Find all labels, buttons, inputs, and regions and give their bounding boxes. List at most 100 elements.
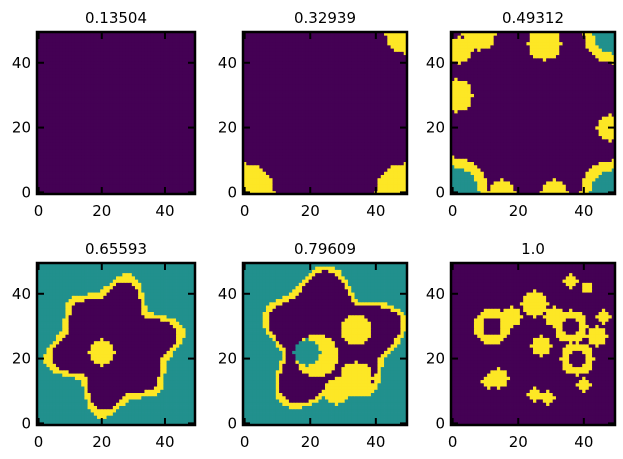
heatmap-cell [182, 125, 186, 130]
heatmap-cell [285, 145, 290, 150]
heatmap-cell [134, 158, 139, 162]
heatmap-cell [81, 168, 85, 172]
heatmap-cell [347, 35, 352, 39]
heatmap-cell [321, 44, 326, 49]
heatmap-cell [109, 48, 114, 52]
heatmap-cell [354, 119, 359, 124]
heatmap-cell [249, 151, 254, 156]
heatmap-cell [262, 119, 267, 124]
heatmap-cell [160, 177, 164, 182]
heatmap-cell [52, 64, 57, 69]
heatmap-cell [282, 106, 287, 111]
heatmap-cell [106, 151, 111, 156]
heatmap-cell [150, 35, 155, 39]
heatmap-cell [269, 74, 273, 78]
heatmap-cell [305, 96, 309, 101]
heatmap-cell [163, 64, 167, 69]
heatmap-cell [295, 44, 300, 49]
heatmap-cell [43, 187, 47, 192]
heatmap-cell [370, 190, 375, 195]
heatmap-cell [331, 155, 336, 159]
heatmap-cell [302, 93, 306, 98]
heatmap-cell [153, 171, 158, 175]
heatmap-cell [246, 161, 250, 166]
heatmap-cell [62, 70, 66, 75]
heatmap-cell [112, 184, 117, 188]
heatmap-cell [62, 116, 66, 120]
heatmap-cell [344, 51, 349, 56]
heatmap-cell [279, 103, 283, 107]
heatmap-cell [279, 174, 283, 179]
heatmap-cell [166, 155, 171, 159]
heatmap-cell [52, 100, 57, 104]
heatmap-cell [249, 122, 254, 127]
heatmap-cell [116, 83, 120, 88]
heatmap-cell [370, 87, 375, 91]
heatmap-cell [397, 35, 401, 39]
heatmap-cell [282, 32, 287, 36]
heatmap-cell [109, 129, 114, 133]
heatmap-cell [138, 103, 142, 107]
heatmap-cell [344, 80, 349, 85]
heatmap-cell [176, 119, 180, 124]
heatmap-cell [128, 148, 133, 153]
heatmap-cell [84, 190, 88, 195]
heatmap-cell [298, 44, 303, 49]
heatmap-cell [252, 116, 257, 120]
heatmap-cell [150, 138, 155, 143]
heatmap-cell [182, 106, 186, 111]
heatmap-cell [141, 61, 145, 65]
heatmap-cell [131, 74, 136, 78]
heatmap-cell [275, 44, 280, 49]
heatmap-cell [78, 70, 82, 75]
heatmap-cell [298, 129, 303, 133]
heatmap-cell [122, 158, 126, 162]
heatmap-cell [321, 48, 326, 52]
heatmap-cell [185, 109, 190, 114]
heatmap-cell [279, 177, 283, 182]
heatmap-cell [344, 168, 349, 172]
heatmap-cell [46, 168, 51, 172]
heatmap-cell [341, 184, 346, 188]
heatmap-cell [302, 38, 306, 43]
heatmap-cell [109, 155, 114, 159]
heatmap-cell [302, 70, 306, 75]
heatmap-cell [122, 106, 126, 111]
heatmap-cell [106, 135, 111, 140]
heatmap-cell [71, 57, 76, 62]
heatmap-cell [321, 116, 326, 120]
heatmap-cell [43, 83, 47, 88]
heatmap-cell [97, 35, 101, 39]
heatmap-cell [144, 129, 148, 133]
heatmap-cell [384, 90, 388, 94]
heatmap-cell [40, 77, 44, 81]
heatmap-cell [43, 35, 47, 39]
heatmap-cell [163, 70, 167, 75]
heatmap-cell [341, 129, 346, 133]
heatmap-cell [100, 103, 104, 107]
heatmap-cell [344, 138, 349, 143]
heatmap-cell [393, 44, 398, 49]
heatmap-cell [243, 164, 247, 169]
heatmap-cell [256, 57, 260, 62]
heatmap-cell [259, 125, 264, 130]
heatmap-cell [334, 93, 339, 98]
heatmap-cell [147, 113, 152, 117]
heatmap-cell [40, 184, 44, 188]
heatmap-cell [106, 184, 111, 188]
heatmap-cell [387, 109, 391, 114]
heatmap-cell [315, 87, 319, 91]
heatmap-cell [116, 87, 120, 91]
heatmap-cell [282, 181, 287, 185]
heatmap-cell [169, 181, 174, 185]
heatmap-cell [338, 145, 342, 150]
heatmap-cell [243, 51, 247, 56]
heatmap-cell [305, 109, 309, 114]
heatmap-cell [138, 138, 142, 143]
heatmap-cell [87, 119, 92, 124]
heatmap-cell [249, 181, 254, 185]
heatmap-cell [397, 125, 401, 130]
heatmap-cell [71, 74, 76, 78]
heatmap-cell [138, 129, 142, 133]
heatmap-cell [59, 190, 63, 195]
